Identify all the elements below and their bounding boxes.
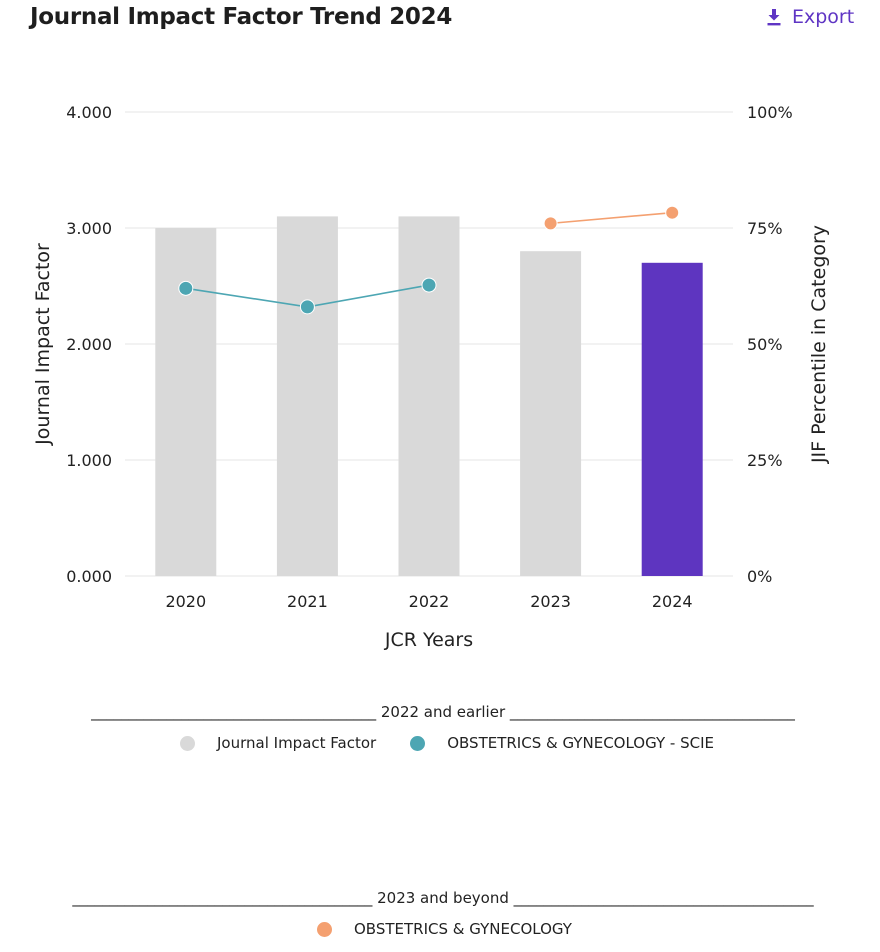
series-point-2022: [421, 277, 437, 293]
export-button[interactable]: Export: [766, 6, 854, 28]
bar-2022: [398, 216, 460, 576]
legend-item-scie[interactable]: OBSTETRICS & GYNECOLOGY - SCIE: [410, 734, 714, 752]
x-axis-label: JCR Years: [384, 629, 473, 651]
legend-label: OBSTETRICS & GYNECOLOGY: [354, 920, 572, 938]
download-icon: [767, 9, 781, 26]
y-tick-label-right: 75%: [747, 219, 783, 238]
x-tick-label: 2020: [165, 592, 206, 611]
bar-2023: [520, 251, 582, 576]
y-tick-label-left: 3.000: [66, 219, 112, 238]
impact-factor-chart: 0.000 1.000 2.000 3.000 4.000 0% 25% 50% 75% 100…: [32, 103, 830, 651]
x-tick-label: 2024: [652, 592, 693, 611]
x-tick-label: 2023: [530, 592, 571, 611]
x-tick-label: 2021: [287, 592, 328, 611]
y-tick-label-left: 1.000: [66, 451, 112, 470]
y-tick-label-right: 50%: [747, 335, 783, 354]
y-tick-label-right: 25%: [747, 451, 783, 470]
y-tick-label-left: 4.000: [66, 103, 112, 122]
y-axis-label-right: JIF Percentile in Category: [808, 225, 830, 464]
legend-heading-2023-and-beyond: ________________________________________…: [72, 889, 814, 907]
x-tick-label: 2022: [409, 592, 450, 611]
y-tick-label-right: 0%: [747, 567, 772, 586]
legend-heading-2022-and-earlier: ______________________________________ 2…: [91, 703, 795, 721]
y-tick-label-left: 0.000: [66, 567, 112, 586]
series-point-2021: [299, 299, 315, 315]
series-point-2024: [665, 205, 680, 220]
bar-2021: [276, 216, 338, 576]
y-tick-label-left: 2.000: [66, 335, 112, 354]
legend-label: OBSTETRICS & GYNECOLOGY - SCIE: [447, 734, 714, 752]
bar-2024: [641, 262, 703, 576]
legend-group-2022-and-earlier: Journal Impact Factor OBSTETRICS & GYNEC…: [180, 734, 714, 752]
series-point-2020: [178, 280, 194, 296]
chart-title: Journal Impact Factor Trend 2024: [30, 4, 453, 30]
legend-swatch-icon: [410, 735, 426, 751]
legend-item-obstetrics-gynecology[interactable]: OBSTETRICS & GYNECOLOGY: [317, 920, 572, 938]
legend-swatch-icon: [317, 921, 332, 937]
legend-label: Journal Impact Factor: [217, 734, 377, 752]
legend-group-2023-and-beyond: OBSTETRICS & GYNECOLOGY: [317, 920, 572, 938]
legend-swatch-icon: [180, 735, 195, 751]
bar-2020: [155, 228, 217, 576]
series-point-2023: [543, 216, 558, 231]
y-tick-label-right: 100%: [747, 103, 793, 122]
legend-item-journal-impact-factor[interactable]: Journal Impact Factor: [180, 734, 376, 752]
export-label: Export: [792, 6, 855, 28]
series-line-2: [550, 211, 673, 225]
y-axis-label-left: Journal Impact Factor: [32, 243, 54, 446]
